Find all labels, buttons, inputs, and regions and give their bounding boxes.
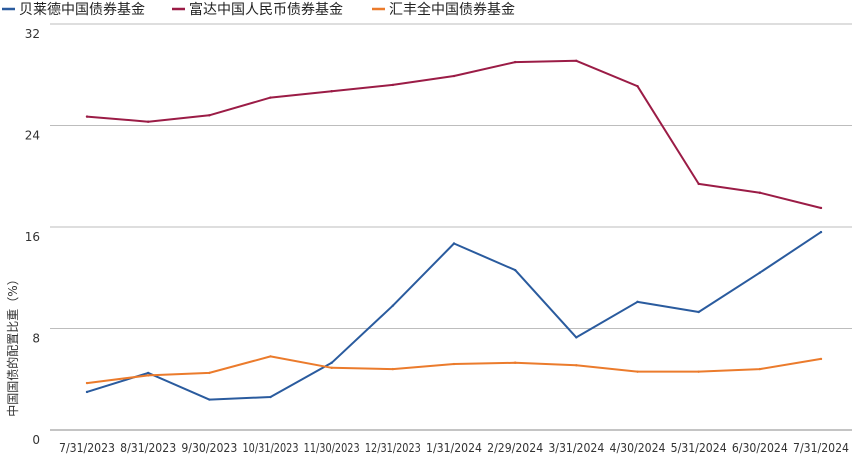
- y-tick-label: 32: [25, 27, 40, 41]
- y-tick-label: 8: [32, 332, 40, 346]
- x-tick-label: 2/29/2024: [487, 441, 543, 455]
- data-point: [758, 271, 762, 274]
- data-point: [85, 115, 89, 118]
- data-point: [636, 300, 639, 304]
- legend-item: 汇丰全中国债券基金: [372, 1, 515, 18]
- x-tick-label: 10/31/2023: [243, 441, 299, 455]
- data-point: [269, 355, 272, 358]
- legend-item: 富达中国人民币债券基金: [172, 1, 343, 18]
- data-point: [85, 390, 89, 394]
- legend-item: 贝莱德中国债券基金: [2, 1, 145, 18]
- data-point: [819, 206, 823, 210]
- y-tick-label: 0: [32, 433, 40, 447]
- data-point: [575, 59, 578, 62]
- x-tick-label: 11/30/2023: [304, 441, 360, 455]
- data-point: [452, 362, 456, 366]
- x-tick-label: 12/31/2023: [365, 441, 421, 455]
- x-tick-label: 5/31/2024: [671, 441, 727, 455]
- data-point: [575, 364, 578, 367]
- x-tick-label: 4/30/2024: [610, 441, 666, 455]
- y-tick-label: 24: [25, 129, 40, 143]
- data-point: [391, 83, 395, 87]
- legend-label: 富达中国人民币债券基金: [189, 1, 343, 18]
- data-point: [208, 398, 211, 401]
- data-point: [819, 230, 823, 234]
- legend: 贝莱德中国债券基金 富达中国人民币债券基金 汇丰全中国债券基金: [2, 1, 515, 18]
- data-point: [85, 381, 89, 385]
- data-point: [513, 60, 517, 64]
- x-tick-label: 8/31/2023: [120, 441, 176, 455]
- series-group: [85, 355, 823, 385]
- data-point: [452, 74, 456, 78]
- series-line: [86, 355, 822, 385]
- x-tick-label: 1/31/2024: [426, 441, 482, 455]
- y-axis-label: 中国国债的配置比重（%）: [5, 273, 20, 416]
- series-line: [86, 59, 822, 209]
- x-tick-label: 6/30/2024: [732, 441, 788, 455]
- series-group: [85, 59, 823, 210]
- y-axis-ticks: 0 8 16 24 32: [25, 27, 40, 447]
- data-point: [330, 90, 333, 93]
- data-point: [697, 310, 700, 314]
- x-tick-label: 9/30/2023: [181, 441, 237, 455]
- data-point: [636, 370, 639, 373]
- data-point: [208, 371, 211, 375]
- data-point: [391, 367, 395, 371]
- data-point: [330, 366, 333, 370]
- data-point: [269, 395, 272, 399]
- data-point: [636, 84, 639, 88]
- data-point: [330, 361, 333, 364]
- grid: [50, 23, 852, 431]
- data-point: [513, 268, 517, 272]
- y-tick-label: 16: [25, 230, 40, 244]
- data-point: [146, 120, 150, 123]
- data-point: [452, 242, 456, 245]
- data-point: [146, 374, 150, 377]
- x-tick-label: 3/31/2024: [548, 441, 604, 455]
- legend-label: 汇丰全中国债券基金: [389, 1, 515, 18]
- data-point: [391, 304, 395, 307]
- data-point: [697, 182, 700, 186]
- series-line: [86, 231, 822, 401]
- data-point: [146, 371, 150, 375]
- data-point: [513, 361, 517, 364]
- data-point: [758, 191, 762, 194]
- data-point: [819, 357, 823, 361]
- series-group: [85, 230, 823, 401]
- x-tick-label: 7/31/2023: [59, 441, 115, 455]
- data-point: [697, 370, 700, 373]
- data-point: [575, 336, 578, 339]
- data-point: [269, 96, 272, 99]
- data-point: [208, 114, 211, 117]
- x-axis-ticks: 7/31/2023 8/31/2023 9/30/2023 10/31/2023 11/…: [59, 441, 849, 455]
- series-lines: [85, 59, 823, 401]
- legend-label: 贝莱德中国债券基金: [19, 1, 145, 18]
- data-point: [758, 367, 762, 371]
- x-tick-label: 7/31/2024: [793, 441, 849, 455]
